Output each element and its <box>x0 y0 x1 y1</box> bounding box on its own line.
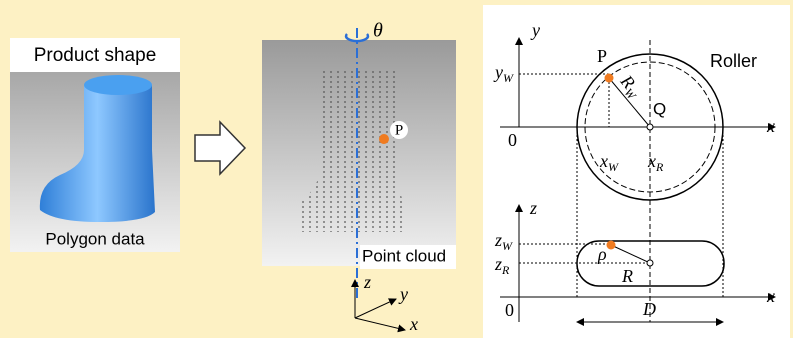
right-panel: y x 0 P Q Roller RW yW xW xR z x 0 zW zR… <box>483 5 790 338</box>
label-part: W <box>608 160 619 174</box>
page: Product shape Polygon data θ P Point clo… <box>0 0 793 338</box>
label-part: W <box>502 239 513 253</box>
p-label: P <box>597 46 607 66</box>
label-part: R <box>501 263 510 277</box>
label-part: x <box>599 151 608 171</box>
product-top <box>84 75 152 95</box>
z-label: z <box>363 272 371 292</box>
diagram: Product shape Polygon data θ P Point clo… <box>0 0 793 338</box>
d-label: D <box>642 299 656 319</box>
point-p <box>605 74 614 83</box>
middle-panel: θ P Point cloud z y x <box>262 20 456 335</box>
point-q <box>647 124 653 130</box>
y-label: y <box>398 284 408 304</box>
origin: 0 <box>505 300 514 320</box>
z-label: z <box>529 198 537 218</box>
x-label: x <box>766 286 775 306</box>
x-label: x <box>409 314 418 334</box>
r-label: R <box>621 266 633 286</box>
point-p <box>379 134 389 144</box>
x-label: x <box>766 116 775 136</box>
caption: Point cloud <box>362 246 446 265</box>
left-panel: Product shape Polygon data <box>10 38 180 252</box>
label-part: z <box>494 254 502 274</box>
label-part: y <box>493 62 503 82</box>
label-part: z <box>494 230 502 250</box>
y-label: y <box>530 20 540 40</box>
label-part: W <box>503 71 514 85</box>
title: Product shape <box>34 45 157 66</box>
caption: Polygon data <box>45 229 145 248</box>
theta: θ <box>373 20 383 42</box>
point-label: P <box>395 122 403 138</box>
x-axis <box>355 318 405 330</box>
point-p <box>607 241 616 250</box>
y-axis <box>355 299 396 318</box>
center-point <box>647 260 653 266</box>
label-part: x <box>647 151 656 171</box>
arrow <box>195 122 245 174</box>
roller-label: Roller <box>710 51 757 71</box>
origin: 0 <box>508 130 517 150</box>
q-label: Q <box>653 99 666 118</box>
rho-label: ρ <box>597 244 607 264</box>
label-part: R <box>655 160 664 174</box>
